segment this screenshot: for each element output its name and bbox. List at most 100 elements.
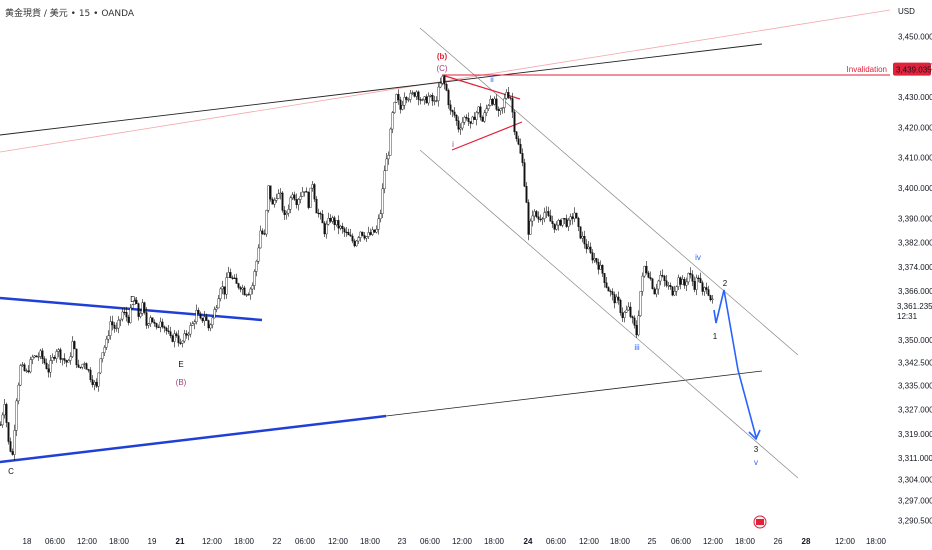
- candle-body: [597, 261, 600, 270]
- candle-body: [181, 340, 184, 344]
- candle-body: [647, 272, 650, 278]
- channel-upper-line: [419, 27, 799, 356]
- time-tick-label: 12:00: [579, 537, 600, 546]
- candle-body: [387, 155, 390, 160]
- candle-body: [215, 307, 218, 310]
- candle-body: [335, 220, 338, 225]
- candle-body: [163, 326, 166, 329]
- candle-body: [49, 360, 52, 373]
- candle-body: [437, 86, 440, 101]
- price-axis[interactable]: USD3,450.0003,440.0003,430.0003,420.0003…: [893, 7, 932, 525]
- time-tick-label: 06:00: [546, 537, 567, 546]
- candle-body: [321, 214, 324, 224]
- candle-body: [87, 369, 90, 371]
- candle-body: [451, 110, 454, 113]
- candle-body: [237, 283, 240, 288]
- candle-body: [143, 302, 146, 313]
- candle-body: [595, 258, 598, 263]
- candle-body: [417, 91, 420, 100]
- candle-body: [381, 188, 384, 214]
- candle-body: [499, 108, 502, 111]
- candle-body: [57, 349, 60, 352]
- candle-body: [497, 109, 500, 111]
- candle-body: [99, 358, 102, 374]
- candle-body: [311, 184, 314, 189]
- time-tick-label: 18:00: [484, 537, 505, 546]
- candle-body: [285, 212, 288, 215]
- broker-label: OANDA: [101, 9, 135, 19]
- candle-body: [253, 271, 256, 286]
- candle-body: [201, 317, 204, 322]
- candle-body: [635, 325, 638, 336]
- time-tick-label: 21: [176, 537, 185, 546]
- candle-body: [85, 363, 88, 370]
- candle-body: [291, 194, 294, 199]
- candle-body: [157, 326, 160, 329]
- candle-body: [711, 298, 714, 301]
- candle-body: [167, 330, 170, 332]
- candle-body: [677, 277, 680, 287]
- candle-body: [13, 430, 16, 455]
- candle-body: [463, 116, 466, 123]
- candle-body: [315, 198, 318, 214]
- candle-body: [369, 232, 372, 235]
- time-axis[interactable]: 18 06:00 12:00 18:00 19 21 12:00 18:00 22 06:00 12…: [23, 537, 887, 546]
- candle-body: [21, 364, 24, 366]
- candle-body: [435, 100, 438, 102]
- candle-body: [3, 404, 6, 416]
- candle-body: [549, 215, 552, 222]
- time-tick-label: 18:00: [866, 537, 887, 546]
- candle-body: [613, 294, 616, 304]
- wave-label-C: C: [8, 467, 14, 476]
- candle-body: [111, 321, 114, 326]
- candle-body: [529, 220, 532, 235]
- candle-body: [93, 381, 96, 385]
- candle-body: [611, 291, 614, 295]
- time-tick-label: 18:00: [109, 537, 130, 546]
- candle-body: [289, 197, 292, 210]
- wave-label-i: i: [452, 140, 454, 149]
- price-tick-label: 3,350.000: [898, 336, 932, 345]
- candle-body: [79, 366, 82, 369]
- candle-body: [123, 311, 126, 313]
- time-tick-label: 12:00: [328, 537, 349, 546]
- candle-body: [389, 128, 392, 156]
- candle-body: [77, 364, 80, 368]
- candle-body: [679, 277, 682, 285]
- candle-body: [573, 212, 576, 219]
- price-tick-label: 3,335.000: [898, 381, 932, 390]
- candle-body: [697, 277, 700, 279]
- candle-body: [665, 280, 668, 286]
- candle-body: [685, 281, 688, 286]
- candle-body: [47, 368, 50, 373]
- channel-lower-line: [419, 149, 799, 479]
- wave-label-C-paren: (C): [436, 64, 447, 73]
- candle-body: [569, 216, 572, 221]
- candle-body: [557, 220, 560, 226]
- candle-body: [661, 275, 664, 277]
- candle-body: [511, 98, 514, 113]
- header-sep-2: •: [93, 9, 99, 19]
- candle-body: [307, 192, 310, 208]
- candle-body: [373, 229, 376, 233]
- candle-body: [663, 275, 666, 281]
- candle-body: [589, 246, 592, 253]
- candle-body: [97, 372, 100, 387]
- candle-body: [213, 309, 216, 319]
- candle-body: [467, 118, 470, 122]
- candle-body: [481, 116, 484, 122]
- candle-body: [5, 404, 8, 423]
- symbol-title: 黄金現貨 / 美元: [5, 9, 68, 19]
- candle-body: [303, 191, 306, 193]
- candle-body: [655, 288, 658, 295]
- candle-body: [465, 116, 468, 119]
- candle-body: [447, 90, 450, 106]
- candle-body: [135, 299, 138, 304]
- us-flag-icon-fill: [756, 519, 764, 525]
- candle-body: [429, 95, 432, 97]
- candle-body: [67, 360, 70, 363]
- candle-body: [375, 229, 378, 233]
- time-tick-label: 06:00: [420, 537, 441, 546]
- triangle-lower-line: [0, 414, 387, 464]
